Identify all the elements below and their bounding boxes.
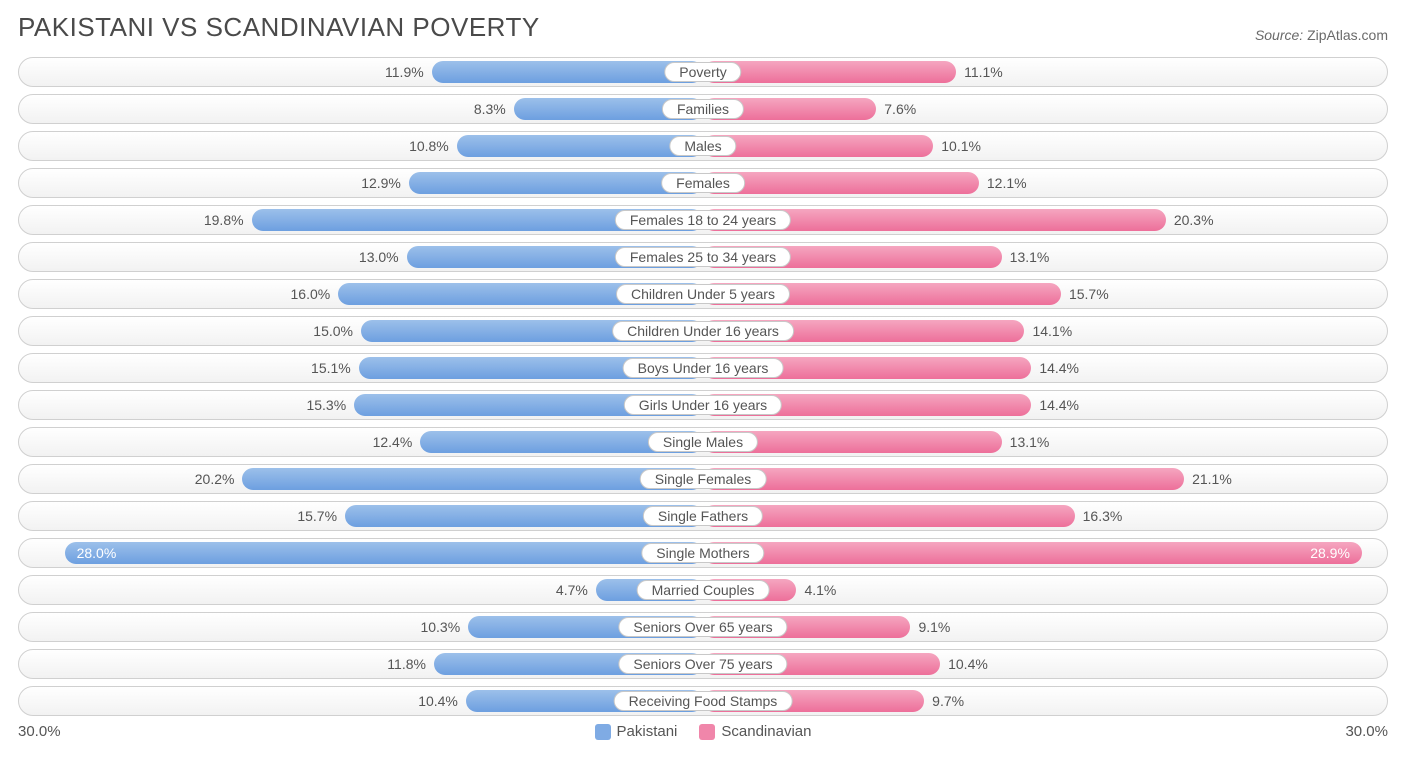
value-left: 13.0% bbox=[359, 243, 407, 271]
category-label: Children Under 16 years bbox=[612, 321, 794, 341]
axis-max-right: 30.0% bbox=[1328, 723, 1388, 740]
value-right: 7.6% bbox=[876, 95, 916, 123]
value-right: 11.1% bbox=[956, 58, 1003, 86]
bar-left bbox=[65, 542, 703, 564]
chart-header: PAKISTANI VS SCANDINAVIAN POVERTY Source… bbox=[18, 12, 1388, 43]
category-label: Single Fathers bbox=[643, 506, 763, 526]
chart-row: 11.9% 11.1% Poverty bbox=[18, 57, 1388, 87]
value-right: 16.3% bbox=[1075, 502, 1123, 530]
category-label: Poverty bbox=[664, 62, 741, 82]
chart-row: 19.8% 20.3% Females 18 to 24 years bbox=[18, 205, 1388, 235]
chart-row: 15.3% 14.4% Girls Under 16 years bbox=[18, 390, 1388, 420]
value-left: 20.2% bbox=[195, 465, 243, 493]
value-left: 15.0% bbox=[313, 317, 361, 345]
category-label: Receiving Food Stamps bbox=[614, 691, 793, 711]
legend-item-scandinavian: Scandinavian bbox=[699, 723, 811, 740]
category-label: Girls Under 16 years bbox=[624, 395, 782, 415]
legend-swatch-icon bbox=[699, 724, 715, 740]
value-left: 10.8% bbox=[409, 132, 457, 160]
chart-row: 10.3% 9.1% Seniors Over 65 years bbox=[18, 612, 1388, 642]
value-right: 21.1% bbox=[1184, 465, 1232, 493]
value-right: 14.4% bbox=[1031, 354, 1079, 382]
chart-row: 15.1% 14.4% Boys Under 16 years bbox=[18, 353, 1388, 383]
chart-title: PAKISTANI VS SCANDINAVIAN POVERTY bbox=[18, 12, 540, 43]
value-right: 12.1% bbox=[979, 169, 1027, 197]
value-right: 10.4% bbox=[940, 650, 988, 678]
bar-right bbox=[703, 542, 1362, 564]
chart-row: 10.4% 9.7% Receiving Food Stamps bbox=[18, 686, 1388, 716]
category-label: Single Mothers bbox=[641, 543, 764, 563]
value-right: 10.1% bbox=[933, 132, 981, 160]
value-left: 15.3% bbox=[306, 391, 354, 419]
value-left: 15.1% bbox=[311, 354, 359, 382]
category-label: Seniors Over 75 years bbox=[618, 654, 787, 674]
value-left: 15.7% bbox=[297, 502, 345, 530]
category-label: Females 25 to 34 years bbox=[615, 247, 791, 267]
value-left: 10.3% bbox=[420, 613, 468, 641]
bar-left bbox=[409, 172, 703, 194]
chart-row: 13.0% 13.1% Females 25 to 34 years bbox=[18, 242, 1388, 272]
chart-source: Source: ZipAtlas.com bbox=[1255, 27, 1388, 43]
value-right: 14.4% bbox=[1031, 391, 1079, 419]
category-label: Females bbox=[661, 173, 745, 193]
value-left: 12.4% bbox=[373, 428, 421, 456]
legend-label: Scandinavian bbox=[721, 723, 811, 740]
bar-left bbox=[242, 468, 703, 490]
value-left: 11.8% bbox=[387, 650, 434, 678]
category-label: Single Males bbox=[648, 432, 758, 452]
value-right: 13.1% bbox=[1002, 243, 1050, 271]
value-left: 11.9% bbox=[385, 58, 432, 86]
value-right: 20.3% bbox=[1166, 206, 1214, 234]
value-left: 8.3% bbox=[474, 95, 514, 123]
bar-right bbox=[703, 135, 933, 157]
category-label: Males bbox=[669, 136, 736, 156]
chart-row: 15.0% 14.1% Children Under 16 years bbox=[18, 316, 1388, 346]
category-label: Married Couples bbox=[637, 580, 770, 600]
value-right: 28.9% bbox=[1310, 539, 1362, 567]
value-left: 12.9% bbox=[361, 169, 409, 197]
chart-row: 16.0% 15.7% Children Under 5 years bbox=[18, 279, 1388, 309]
chart-row: 10.8% 10.1% Males bbox=[18, 131, 1388, 161]
category-label: Boys Under 16 years bbox=[623, 358, 784, 378]
legend: Pakistani Scandinavian bbox=[78, 723, 1328, 740]
diverging-bar-chart: 11.9%11.1%Poverty8.3%7.6%Families10.8%10… bbox=[18, 57, 1388, 716]
category-label: Families bbox=[662, 99, 744, 119]
value-left: 28.0% bbox=[65, 539, 117, 567]
bar-right bbox=[703, 468, 1184, 490]
value-right: 14.1% bbox=[1024, 317, 1072, 345]
axis-max-left: 30.0% bbox=[18, 723, 78, 740]
chart-footer: 30.0% Pakistani Scandinavian 30.0% bbox=[18, 723, 1388, 740]
value-right: 9.1% bbox=[910, 613, 950, 641]
chart-row: 12.9% 12.1% Females bbox=[18, 168, 1388, 198]
chart-row: 8.3% 7.6% Families bbox=[18, 94, 1388, 124]
category-label: Children Under 5 years bbox=[616, 284, 790, 304]
chart-row: 12.4% 13.1% Single Males bbox=[18, 427, 1388, 457]
value-left: 4.7% bbox=[556, 576, 596, 604]
chart-row: 20.2% 21.1% Single Females bbox=[18, 464, 1388, 494]
bar-left bbox=[432, 61, 703, 83]
legend-swatch-icon bbox=[595, 724, 611, 740]
category-label: Females 18 to 24 years bbox=[615, 210, 791, 230]
bar-left bbox=[457, 135, 703, 157]
chart-row: 28.0% 28.9% Single Mothers bbox=[18, 538, 1388, 568]
source-name: ZipAtlas.com bbox=[1307, 27, 1388, 43]
chart-row: 11.8% 10.4% Seniors Over 75 years bbox=[18, 649, 1388, 679]
value-right: 9.7% bbox=[924, 687, 964, 715]
value-right: 15.7% bbox=[1061, 280, 1109, 308]
legend-label: Pakistani bbox=[617, 723, 678, 740]
source-label: Source: bbox=[1255, 27, 1303, 43]
chart-row: 4.7% 4.1% Married Couples bbox=[18, 575, 1388, 605]
legend-item-pakistani: Pakistani bbox=[595, 723, 678, 740]
value-right: 13.1% bbox=[1002, 428, 1050, 456]
value-left: 19.8% bbox=[204, 206, 252, 234]
value-left: 10.4% bbox=[418, 687, 466, 715]
category-label: Single Females bbox=[640, 469, 767, 489]
value-right: 4.1% bbox=[796, 576, 836, 604]
chart-row: 15.7% 16.3% Single Fathers bbox=[18, 501, 1388, 531]
category-label: Seniors Over 65 years bbox=[618, 617, 787, 637]
value-left: 16.0% bbox=[291, 280, 339, 308]
